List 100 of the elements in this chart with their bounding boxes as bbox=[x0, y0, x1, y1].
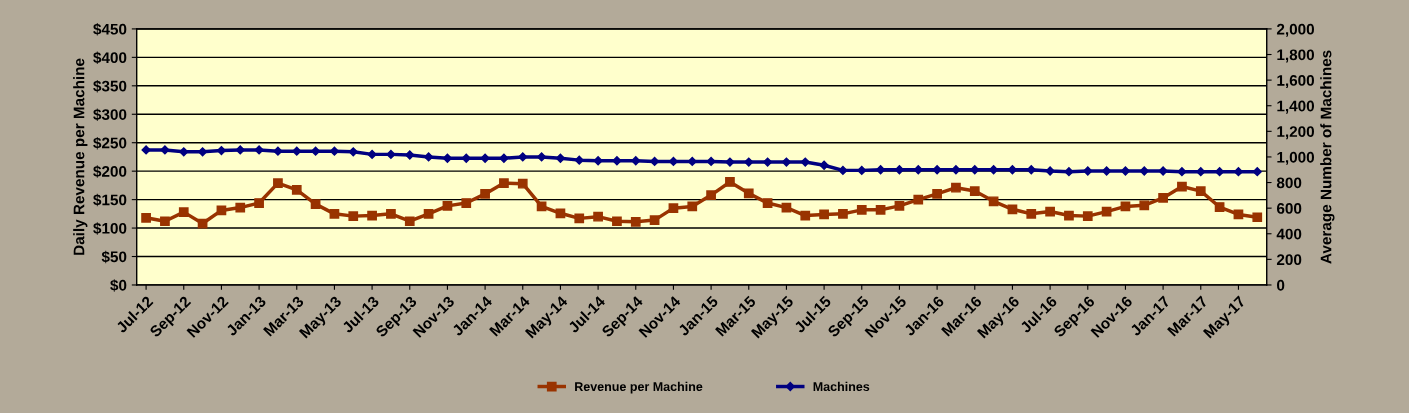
y-axis-title: Daily Revenue per Machine bbox=[73, 58, 88, 255]
point bbox=[141, 145, 151, 155]
point bbox=[480, 153, 490, 163]
point bbox=[273, 146, 283, 156]
point bbox=[273, 178, 283, 188]
point bbox=[631, 156, 641, 166]
point bbox=[951, 182, 961, 193]
point bbox=[932, 165, 942, 175]
point bbox=[1064, 167, 1074, 177]
point bbox=[706, 190, 716, 200]
point bbox=[612, 216, 622, 227]
point bbox=[329, 208, 340, 219]
point bbox=[574, 213, 585, 224]
point bbox=[1082, 211, 1093, 221]
point bbox=[442, 201, 453, 211]
y-tick-label: $100 bbox=[93, 222, 127, 235]
point bbox=[386, 208, 396, 219]
point bbox=[310, 199, 321, 210]
point bbox=[668, 203, 679, 214]
point bbox=[386, 149, 396, 160]
point bbox=[254, 145, 264, 155]
y-tick-label: $450 bbox=[93, 23, 127, 36]
y-tick-label: $0 bbox=[110, 279, 127, 292]
point bbox=[1177, 181, 1187, 192]
point bbox=[1177, 167, 1187, 177]
point bbox=[612, 156, 622, 166]
point bbox=[687, 201, 698, 212]
point bbox=[405, 150, 415, 160]
point bbox=[744, 157, 754, 167]
y2-tick-label: 800 bbox=[1276, 177, 1302, 189]
point bbox=[235, 145, 245, 155]
point bbox=[141, 212, 151, 223]
point bbox=[1195, 186, 1206, 196]
legend-label: Revenue per Machine bbox=[575, 381, 703, 394]
point bbox=[1045, 206, 1055, 217]
y2-tick-label: 1,600 bbox=[1277, 74, 1315, 89]
point bbox=[254, 198, 264, 208]
point bbox=[1252, 167, 1262, 177]
point bbox=[725, 157, 735, 167]
point bbox=[1026, 208, 1037, 219]
y2-tick-label: 1,000 bbox=[1277, 151, 1315, 165]
y2-tick-label: 1,800 bbox=[1277, 49, 1315, 63]
point bbox=[762, 198, 773, 208]
point bbox=[348, 147, 358, 157]
point bbox=[291, 185, 302, 195]
point bbox=[423, 152, 434, 162]
point bbox=[800, 157, 810, 167]
point bbox=[1158, 166, 1168, 176]
point bbox=[1139, 166, 1149, 176]
point bbox=[404, 216, 415, 227]
point bbox=[969, 186, 980, 196]
y-tick-label: $400 bbox=[93, 51, 127, 65]
point bbox=[932, 189, 942, 199]
point bbox=[235, 202, 246, 213]
point bbox=[461, 198, 472, 208]
point bbox=[348, 211, 359, 221]
point bbox=[499, 178, 509, 188]
point bbox=[1045, 166, 1055, 176]
point bbox=[630, 216, 641, 227]
y2-tick-label: 600 bbox=[1276, 203, 1302, 214]
point bbox=[706, 156, 716, 167]
point bbox=[951, 165, 961, 175]
point bbox=[517, 178, 528, 189]
point bbox=[1007, 204, 1018, 215]
point bbox=[423, 208, 434, 219]
point bbox=[160, 216, 170, 227]
point bbox=[480, 189, 490, 199]
point bbox=[367, 149, 377, 160]
point bbox=[819, 209, 829, 220]
point bbox=[499, 153, 509, 163]
point bbox=[593, 211, 603, 222]
y-tick-label: $200 bbox=[93, 165, 127, 178]
point bbox=[555, 208, 566, 219]
y2-tick-label: 200 bbox=[1276, 254, 1302, 266]
point bbox=[593, 156, 603, 166]
point bbox=[875, 204, 886, 215]
y-tick-label: $50 bbox=[101, 250, 127, 264]
point bbox=[649, 215, 660, 225]
y2-tick-label: 2,000 bbox=[1276, 23, 1315, 37]
point bbox=[838, 208, 848, 219]
point bbox=[1064, 210, 1074, 221]
y2-tick-label: 0 bbox=[1277, 279, 1285, 291]
y2-axis-title: Average Number of Machines bbox=[1320, 50, 1335, 264]
legend-label: Machines bbox=[813, 381, 870, 392]
point bbox=[838, 165, 848, 176]
y-tick-label: $350 bbox=[93, 80, 127, 93]
point bbox=[725, 177, 735, 187]
point bbox=[179, 147, 189, 157]
y2-tick-label: 1,400 bbox=[1277, 100, 1315, 114]
point bbox=[913, 194, 924, 205]
y2-tick-label: 1,200 bbox=[1277, 126, 1315, 140]
point bbox=[574, 155, 584, 165]
point bbox=[1196, 167, 1206, 177]
point bbox=[856, 204, 867, 215]
point bbox=[178, 207, 189, 217]
point bbox=[461, 153, 471, 163]
point bbox=[800, 210, 811, 221]
y-tick-label: $150 bbox=[93, 193, 127, 207]
y-tick-label: $250 bbox=[93, 136, 127, 150]
point bbox=[518, 152, 528, 162]
